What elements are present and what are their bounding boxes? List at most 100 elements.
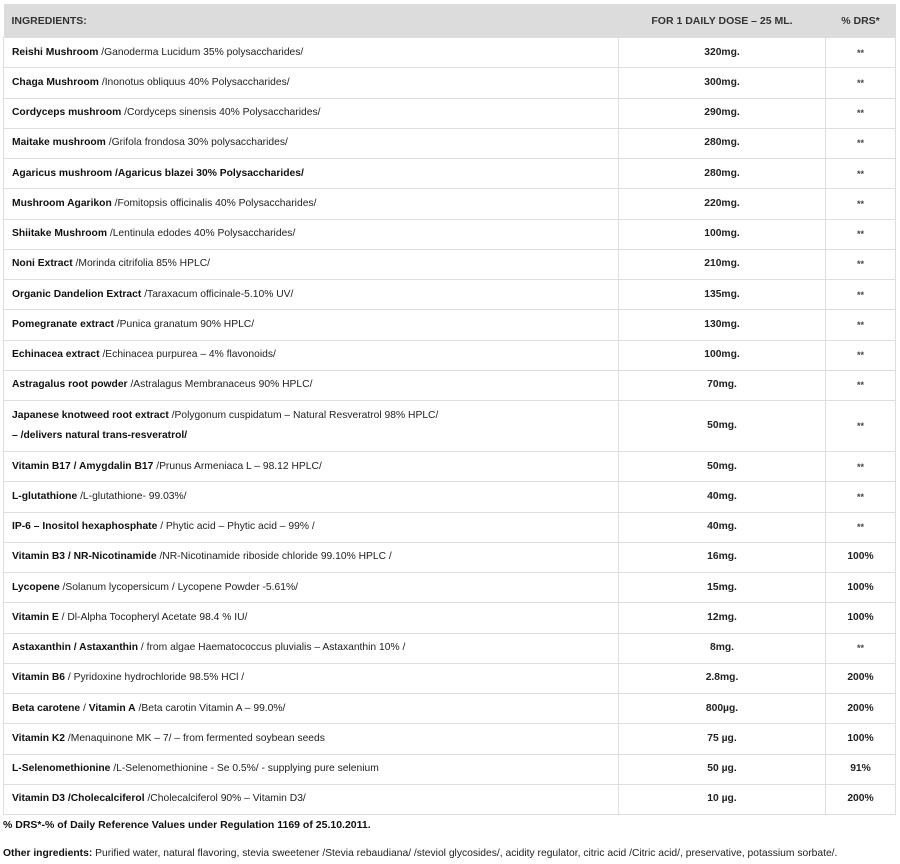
- ingredient-detail: /: [80, 702, 89, 714]
- ingredient-name: Vitamin B3 / NR-Nicotinamide: [12, 551, 157, 563]
- ingredient-cell: Noni Extract /Morinda citrifolia 85% HPL…: [3, 248, 619, 281]
- drs-cell: **: [825, 309, 896, 341]
- ingredient-detail: /Punica granatum 90% HPLC/: [113, 318, 255, 330]
- dose-cell: 70mg.: [618, 369, 826, 402]
- ingredient-cell: Astaxanthin / Astaxanthin / from algae H…: [3, 632, 619, 664]
- ingredient-name: Reishi Mushroom: [12, 46, 99, 58]
- ingredient-detail: /Grifola frondosa 30% polysaccharides/: [105, 137, 288, 149]
- ingredient-name: Japanese knotweed root extract: [12, 410, 169, 421]
- ingredient-name: Noni Extract: [12, 258, 73, 270]
- dose-cell: 15mg.: [618, 571, 826, 604]
- header-dose: FOR 1 DAILY DOSE – 25 ML.: [618, 4, 826, 38]
- dose-cell: 50 µg.: [618, 753, 826, 785]
- dose-cell: 800µg.: [618, 692, 826, 725]
- drs-cell: 91%: [825, 753, 896, 785]
- ingredient-cell: IP-6 – Inositol hexaphosphate / Phytic a…: [3, 511, 619, 543]
- ingredient-detail: /Lentinula edodes 40% Polysaccharides/: [106, 228, 296, 240]
- other-ingredients-label: Other ingredients:: [3, 848, 93, 859]
- dose-cell: 50mg.: [618, 450, 826, 483]
- ingredient-detail: /Morinda citrifolia 85% HPLC/: [72, 258, 211, 270]
- drs-cell: **: [825, 97, 896, 129]
- drs-cell: 200%: [825, 692, 896, 725]
- dose-cell: 40mg.: [618, 511, 826, 543]
- ingredient-cell: Vitamin B3 / NR-Nicotinamide /NR-Nicotin…: [3, 541, 619, 574]
- ingredient-cell: Vitamin K2 /Menaquinone MK – 7/ – from f…: [3, 723, 619, 755]
- table-row: Beta carotene / Vitamin A /Beta carotin …: [3, 692, 896, 725]
- ingredient-name: IP-6 – Inositol hexaphosphate: [12, 521, 158, 533]
- table-row: Agaricus mushroom /Agaricus blazei 30% P…: [3, 157, 896, 190]
- dose-cell: 280mg.: [618, 157, 826, 190]
- ingredient-detail: /NR-Nicotinamide riboside chloride 99.10…: [156, 551, 392, 563]
- ingredient-detail: /Ganoderma Lucidum 35% polysaccharides/: [98, 46, 304, 58]
- header-ingredients: INGREDIENTS:: [3, 4, 619, 38]
- drs-cell: **: [825, 218, 896, 250]
- ingredient-detail: / Dl-Alpha Tocopheryl Acetate 98.4 % IU/: [58, 611, 248, 623]
- dose-cell: 100mg.: [618, 218, 826, 250]
- drs-cell: **: [825, 127, 896, 160]
- ingredient-cell: Cordyceps mushroom /Cordyceps sinensis 4…: [3, 97, 619, 129]
- table-row: Mushroom Agarikon /Fomitopsis officinali…: [3, 188, 896, 220]
- drs-cell: **: [825, 511, 896, 543]
- ingredient-name: Shiitake Mushroom: [12, 228, 107, 240]
- ingredient-name: Agaricus mushroom: [12, 167, 113, 179]
- dose-cell: 320mg.: [618, 36, 826, 69]
- table-row: Japanese knotweed root extract /Polygonu…: [3, 400, 896, 452]
- drs-cell: 100%: [825, 602, 896, 634]
- ingredient-detail: /Inonotus obliquus 40% Polysaccharides/: [98, 76, 290, 88]
- drs-cell: **: [825, 632, 896, 664]
- ingredient-detail: /Polygonum cuspidatum – Natural Resverat…: [168, 410, 439, 421]
- drs-cell: **: [825, 248, 896, 281]
- drs-cell: **: [825, 369, 896, 402]
- ingredient-cell: Beta carotene / Vitamin A /Beta carotin …: [3, 692, 619, 725]
- ingredient-detail: /Cordyceps sinensis 40% Polysaccharides/: [121, 107, 321, 119]
- ingredient-name: Lycopene: [12, 581, 60, 593]
- table-row: Vitamin D3 /Cholecalciferol /Cholecalcif…: [3, 783, 896, 816]
- ingredient-name: L-Selenomethionine: [12, 763, 111, 775]
- dose-cell: 300mg.: [618, 67, 826, 99]
- table-header-row: INGREDIENTS: FOR 1 DAILY DOSE – 25 ML. %…: [3, 4, 896, 38]
- ingredient-name: Organic Dandelion Extract: [12, 288, 142, 300]
- ingredient-detail: – /delivers natural trans-resveratrol/: [12, 430, 188, 441]
- ingredient-cell: Agaricus mushroom /Agaricus blazei 30% P…: [3, 157, 619, 190]
- table-row: Chaga Mushroom /Inonotus obliquus 40% Po…: [3, 67, 896, 99]
- table-row: Pomegranate extract /Punica granatum 90%…: [3, 309, 896, 341]
- dose-cell: 210mg.: [618, 248, 826, 281]
- ingredient-detail: /Taraxacum officinale-5.10% UV/: [141, 288, 294, 300]
- table-row: Organic Dandelion Extract /Taraxacum off…: [3, 278, 896, 311]
- ingredient-cell: Maitake mushroom /Grifola frondosa 30% p…: [3, 127, 619, 160]
- ingredient-name: Astragalus root powder: [12, 379, 128, 391]
- drs-cell: **: [825, 157, 896, 190]
- table-row: L-glutathione /L-glutathione- 99.03%/40m…: [3, 481, 896, 513]
- table-row: Astragalus root powder /Astralagus Membr…: [3, 369, 896, 402]
- table-row: Lycopene /Solanum lycopersicum / Lycopen…: [3, 571, 896, 604]
- dose-cell: 290mg.: [618, 97, 826, 129]
- table-row: Shiitake Mushroom /Lentinula edodes 40% …: [3, 218, 896, 250]
- ingredient-name: Beta carotene: [12, 702, 81, 714]
- ingredient-name: Maitake mushroom: [12, 137, 106, 149]
- ingredient-detail: /Cholecalciferol 90% – Vitamin D3/: [144, 793, 306, 805]
- drs-cell: **: [825, 450, 896, 483]
- ingredient-detail: / from algae Haematococcus pluvialis – A…: [138, 642, 406, 654]
- ingredient-detail: /Astralagus Membranaceus 90% HPLC/: [127, 379, 313, 391]
- drs-cell: **: [825, 481, 896, 513]
- ingredient-name: Chaga Mushroom: [12, 76, 99, 88]
- drs-cell: 100%: [825, 541, 896, 574]
- ingredient-cell: Japanese knotweed root extract /Polygonu…: [3, 400, 619, 452]
- ingredient-cell: Astragalus root powder /Astralagus Membr…: [3, 369, 619, 402]
- ingredient-cell: Echinacea extract /Echinacea purpurea – …: [3, 339, 619, 371]
- table-row: Reishi Mushroom /Ganoderma Lucidum 35% p…: [3, 36, 896, 69]
- drs-cell: **: [825, 188, 896, 220]
- ingredient-detail: /Menaquinone MK – 7/ – from fermented so…: [65, 732, 325, 744]
- ingredient-name: L-glutathione: [12, 490, 78, 502]
- header-drs: % DRS*: [825, 4, 896, 38]
- table-row: Vitamin B6 / Pyridoxine hydrochloride 98…: [3, 662, 896, 695]
- ingredient-cell: Mushroom Agarikon /Fomitopsis officinali…: [3, 188, 619, 220]
- ingredient-cell: L-glutathione /L-glutathione- 99.03%/: [3, 481, 619, 513]
- ingredient-name: Vitamin B6: [12, 672, 66, 684]
- ingredient-name: Vitamin K2: [12, 732, 66, 744]
- ingredient-cell: Vitamin D3 /Cholecalciferol /Cholecalcif…: [3, 783, 619, 816]
- ingredient-cell: Lycopene /Solanum lycopersicum / Lycopen…: [3, 571, 619, 604]
- ingredient-cell: Vitamin E / Dl-Alpha Tocopheryl Acetate …: [3, 602, 619, 634]
- ingredient-detail: /Agaricus blazei 30% Polysaccharides/: [112, 167, 304, 179]
- table-row: Cordyceps mushroom /Cordyceps sinensis 4…: [3, 97, 896, 129]
